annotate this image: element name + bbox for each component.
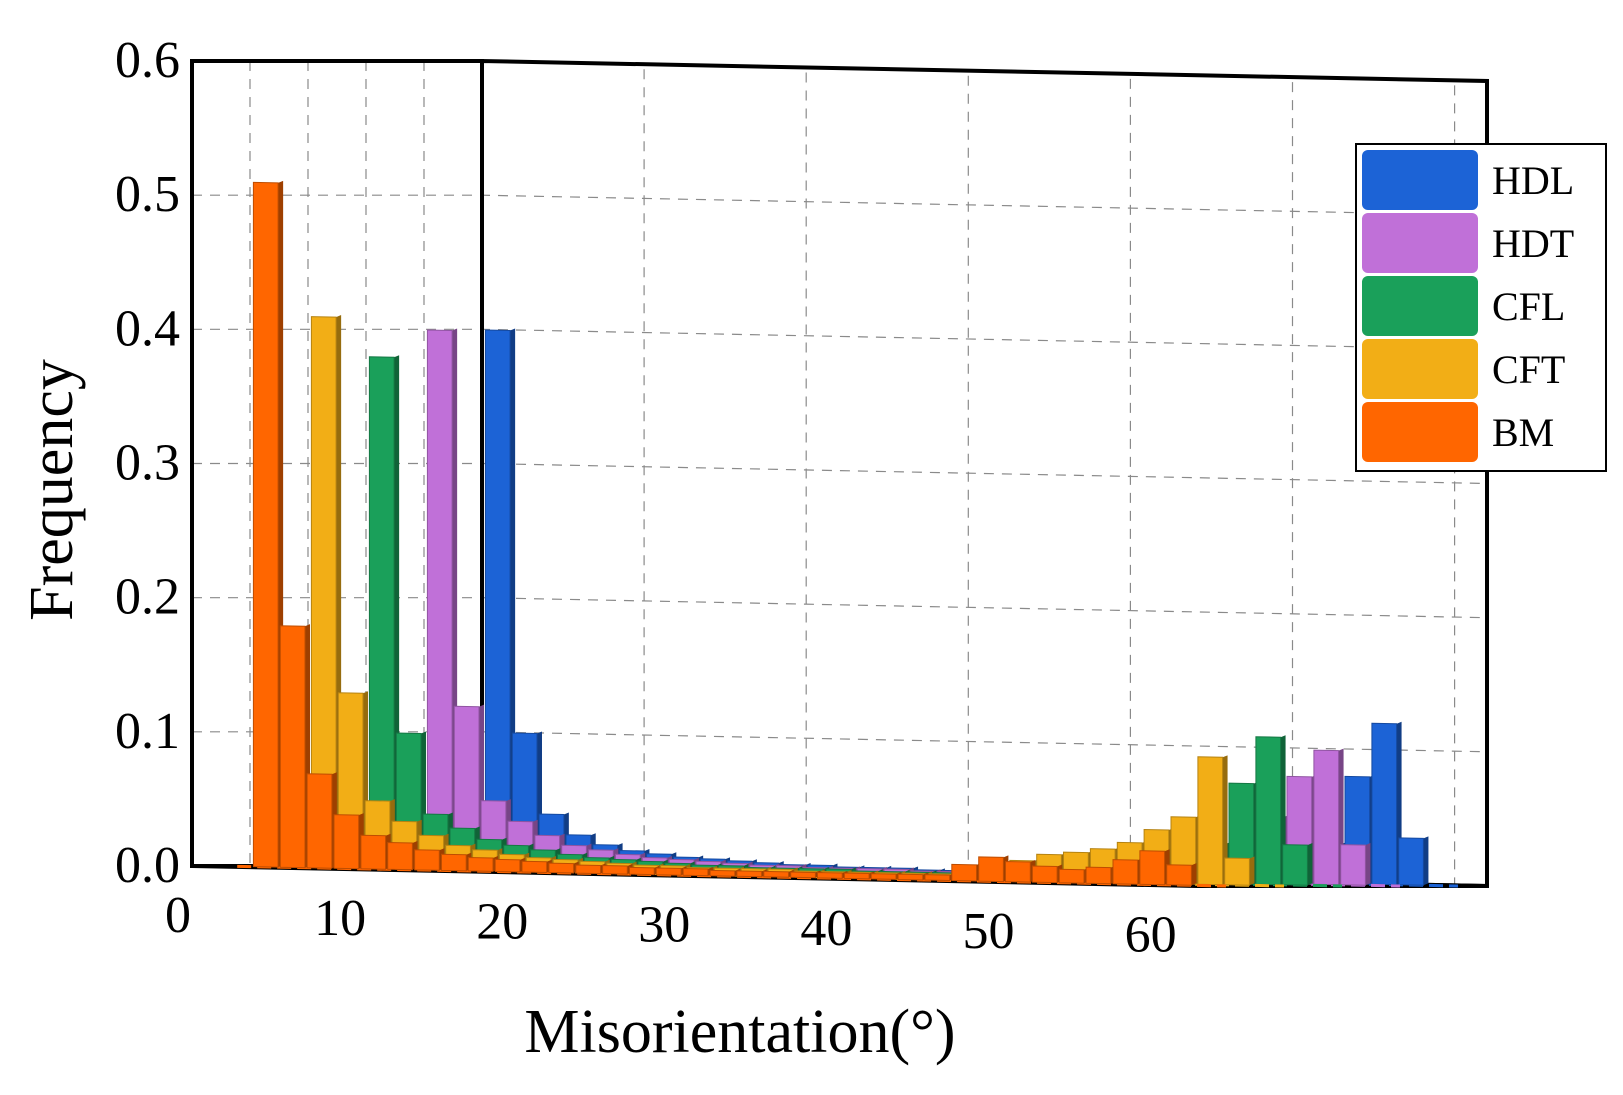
bar-BM-34 — [1166, 864, 1192, 886]
bar-side-HDL-0 — [510, 328, 516, 868]
bar-BM-5 — [387, 841, 413, 871]
grid-line-x-3 — [678, 70, 969, 877]
bar-side-HDT-34 — [1365, 843, 1371, 886]
x-axis-title: Misorientation(°) — [524, 998, 955, 1066]
legend-swatch-HDT — [1362, 213, 1478, 273]
y-tick-label-1: 0.1 — [115, 703, 180, 760]
bar-BM-1 — [279, 625, 306, 869]
x-tick-label-0: 0 — [165, 887, 191, 944]
bar-BM-25 — [924, 874, 951, 882]
legend-swatch-CFT — [1362, 339, 1478, 399]
bar-BM-33 — [1139, 850, 1166, 886]
bar-BM-16 — [682, 867, 709, 877]
series-BM — [237, 180, 1227, 888]
bar-BM-17 — [709, 869, 736, 877]
legend-label-BM: BM — [1492, 410, 1554, 455]
bar-HDT-34 — [1340, 844, 1366, 886]
y-tick-label-4: 0.4 — [115, 300, 180, 357]
bar-BM-20 — [790, 871, 816, 879]
bar-BM-0 — [252, 181, 279, 868]
legend-swatch-BM — [1362, 402, 1478, 462]
bar-BM-29 — [1031, 865, 1058, 884]
bar-CFT-34 — [1224, 857, 1250, 886]
legend-label-CFL: CFL — [1492, 284, 1565, 329]
bar-BM-19 — [763, 870, 789, 878]
bar-BM-9 — [494, 858, 521, 873]
legend-label-HDL: HDL — [1492, 158, 1574, 203]
y-tick-label-6: 0.6 — [115, 32, 180, 89]
bar-BM-6 — [414, 849, 440, 871]
grid-line-x-2 — [516, 67, 807, 874]
bar-BM-31 — [1085, 866, 1112, 885]
bar-BM-8 — [467, 856, 494, 872]
bar-BM-24 — [897, 873, 924, 881]
y-tick-label-3: 0.3 — [115, 435, 180, 492]
bar-BM-3 — [333, 814, 360, 870]
bar-CFL-0 — [368, 356, 395, 868]
bar-BM-18 — [736, 870, 763, 878]
bar-BM-11 — [548, 862, 575, 874]
bar-BM-12 — [575, 864, 601, 875]
x-tick-label-1: 10 — [314, 890, 366, 947]
bar-side-CFL-34 — [1307, 843, 1313, 886]
legend: HDL HDT CFL CFT BM — [1355, 143, 1607, 472]
bar-CFT-33 — [1197, 756, 1224, 886]
bar-side-CFT-33 — [1222, 755, 1228, 885]
bar-CFL-33 — [1255, 736, 1282, 886]
y-tick-label-5: 0.5 — [115, 166, 180, 223]
bar-BM-13 — [602, 864, 628, 875]
bar-BM-15 — [655, 867, 682, 876]
bar-BM-32 — [1112, 859, 1139, 885]
bars-layer — [237, 180, 1459, 888]
bar-side-BM-34 — [1191, 863, 1197, 886]
bar-BM-2 — [306, 773, 333, 869]
bar-HDL-34 — [1398, 837, 1424, 886]
legend-swatch-HDL — [1362, 150, 1478, 210]
grid-line-x-5 — [1002, 77, 1294, 883]
bar-side-HDL-34 — [1423, 836, 1429, 886]
bar-BM-22 — [843, 872, 870, 880]
bar-BM-14 — [629, 866, 655, 876]
x-tick-label-2: 20 — [476, 893, 528, 950]
bar-HDL-33 — [1371, 722, 1398, 886]
bar-HDL-0 — [484, 329, 511, 868]
bar-BM-7 — [441, 853, 467, 872]
y-tick-label-2: 0.2 — [115, 569, 180, 626]
x-tick-label-4: 40 — [800, 900, 852, 957]
legend-swatch-CFL — [1362, 276, 1478, 336]
bar-BM-28 — [1005, 860, 1031, 883]
legend-label-HDT: HDT — [1492, 221, 1574, 266]
bar-HDT-0 — [426, 329, 453, 868]
x-tick-label-6: 60 — [1125, 906, 1177, 963]
y-axis-title: Frequency — [18, 359, 86, 621]
legend-label-CFT: CFT — [1492, 347, 1565, 392]
bar-BM-21 — [817, 871, 843, 879]
bar-side-CFT-34 — [1249, 856, 1255, 886]
x-tick-label-3: 30 — [638, 897, 690, 954]
x-tick-label-5: 50 — [962, 903, 1014, 960]
bar-BM-26 — [951, 863, 977, 882]
bar-HDT-33 — [1313, 749, 1340, 886]
tick-layer: 0.0 0.1 0.2 0.3 0.4 0.5 0.6 0 10 20 30 40 50 60 — [115, 32, 1177, 963]
grid-line-x-4 — [840, 73, 1132, 880]
bar-BM-4 — [360, 834, 387, 870]
bar-BM-23 — [870, 873, 897, 880]
bar-BM-27 — [978, 856, 1004, 883]
y-tick-label-0: 0.0 — [115, 837, 180, 894]
bar-BM-10 — [521, 860, 548, 874]
bar-BM-30 — [1058, 868, 1085, 884]
bar-CFL-34 — [1282, 844, 1308, 886]
